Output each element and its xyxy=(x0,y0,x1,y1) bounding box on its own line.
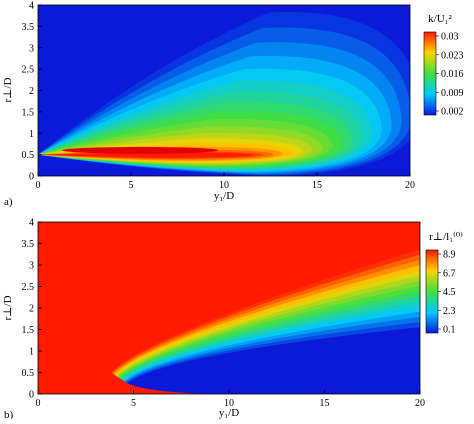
y-tick-label: 2 xyxy=(29,86,34,97)
y-tick-label: 1 xyxy=(29,347,34,358)
x-tick-label: 0 xyxy=(36,180,41,191)
chart-b-field xyxy=(110,249,420,394)
colorbar-tick-label: 4.5 xyxy=(443,287,456,298)
y-tick-label: 3 xyxy=(29,43,34,54)
chart-a-colorbar: k/U₁² 0.03 0.023 0.016 0.009 0.002 xyxy=(423,13,464,118)
chart-a-panel-label: a) xyxy=(4,196,13,208)
chart-a: 0 5 10 15 20 0 0.5 1 1.5 2 2.5 3 3.5 4 y₁/D r⊥/D a) k… xyxy=(2,1,464,209)
y-tick-label: 2.5 xyxy=(22,282,35,293)
y-tick-label: 1.5 xyxy=(22,107,35,118)
chart-b: 0 5 10 15 20 0 0.5 1 1.5 2 2.5 3 3.5 4 y₁/D r⊥/D b) r… xyxy=(2,218,463,422)
chart-b-colorbar: r⊥/l₁⁽⁰⁾ 8.9 6.7 4.5 2.3 0.1 xyxy=(425,231,463,336)
y-tick-label: 1 xyxy=(29,129,34,140)
y-tick-label: 2 xyxy=(29,304,34,315)
y-tick-label: 3.5 xyxy=(22,22,35,33)
y-tick-label: 2.5 xyxy=(22,65,35,76)
colorbar-tick-label: 0.002 xyxy=(441,107,464,118)
x-tick-label: 0 xyxy=(36,398,41,409)
chart-a-xlabel: y₁/D xyxy=(214,190,234,202)
chart-a-colorbar-bar xyxy=(423,31,437,116)
x-tick-label: 20 xyxy=(415,398,425,409)
colorbar-tick-label: 0.009 xyxy=(441,88,464,99)
x-tick-label: 10 xyxy=(224,398,234,409)
colorbar-tick-label: 0.1 xyxy=(443,325,456,336)
colorbar-tick-label: 0.03 xyxy=(441,32,459,43)
y-tick-label: 0.5 xyxy=(22,368,35,379)
contour-level xyxy=(38,152,254,158)
chart-a-field xyxy=(38,11,410,176)
chart-b-axes: 0 5 10 15 20 0 0.5 1 1.5 2 2.5 3 3.5 4 xyxy=(22,218,426,410)
chart-b-xlabel: y₁/D xyxy=(219,407,239,419)
chart-a-axes: 0 5 10 15 20 0 0.5 1 1.5 2 2.5 3 3.5 4 xyxy=(22,1,416,192)
y-tick-label: 0.5 xyxy=(22,150,35,161)
contour-level xyxy=(127,327,420,394)
chart-b-panel-label: b) xyxy=(4,409,14,419)
y-tick-label: 0 xyxy=(29,390,34,401)
x-tick-label: 20 xyxy=(405,180,415,191)
y-tick-label: 4 xyxy=(29,218,34,229)
chart-b-colorbar-bar xyxy=(425,249,439,334)
colorbar-tick-label: 0.016 xyxy=(441,69,464,80)
y-tick-label: 4 xyxy=(29,1,34,12)
chart-a-colorbar-title: k/U₁² xyxy=(428,13,452,25)
x-tick-label: 5 xyxy=(129,180,134,191)
chart-b-colorbar-title: r⊥/l₁⁽⁰⁾ xyxy=(429,231,463,243)
colorbar-tick-label: 0.023 xyxy=(441,50,464,61)
x-tick-label: 15 xyxy=(320,398,330,409)
y-tick-label: 3.5 xyxy=(22,239,35,250)
chart-a-ylabel: r⊥/D xyxy=(2,77,14,102)
y-tick-label: 0 xyxy=(29,172,34,183)
peak-core xyxy=(62,146,219,154)
y-tick-label: 1.5 xyxy=(22,325,35,336)
chart-b-ylabel: r⊥/D xyxy=(2,295,14,320)
x-tick-label: 10 xyxy=(219,180,229,191)
colorbar-tick-label: 6.7 xyxy=(443,268,456,279)
colorbar-tick-label: 8.9 xyxy=(443,250,456,261)
colorbar-tick-label: 2.3 xyxy=(443,306,456,317)
y-tick-label: 3 xyxy=(29,261,34,272)
x-tick-label: 15 xyxy=(312,180,322,191)
x-tick-label: 5 xyxy=(131,398,136,409)
